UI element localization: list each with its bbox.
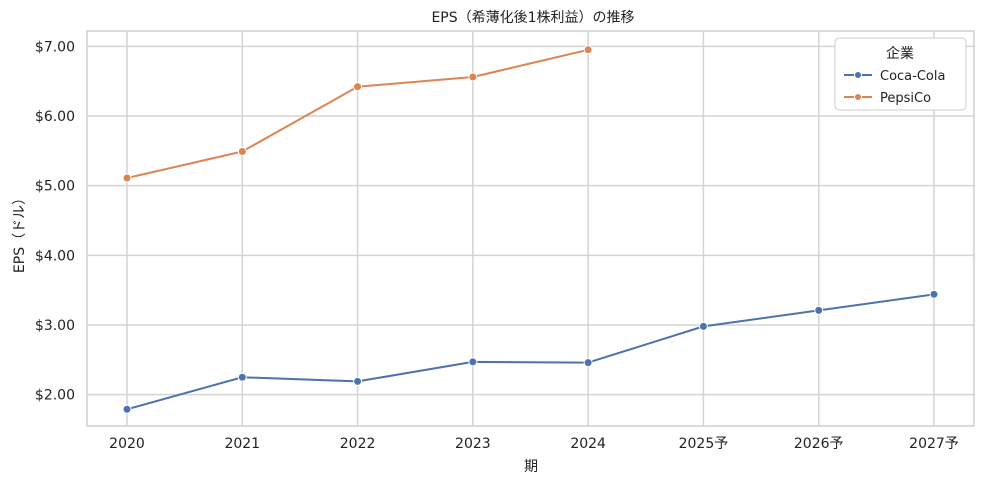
y-tick-label: $5.00 [35, 179, 75, 195]
x-tick-label: 2023 [455, 436, 491, 452]
plot-area: $2.00 $3.00 $4.00 $5.00 $6.00 $7.00 2020 2021 20… [35, 30, 975, 452]
y-tick-label: $6.00 [35, 109, 75, 125]
x-tick-label: 2025予 [679, 436, 729, 452]
data-point-coca-cola [583, 358, 593, 368]
legend-marker-pepsico [854, 93, 862, 101]
plot-frame [86, 30, 975, 427]
legend-label-pepsico: PepsiCo [880, 91, 931, 106]
y-axis-label: EPS（ドル） [12, 191, 28, 273]
series-line-coca-cola [126, 293, 935, 411]
legend-box [834, 37, 967, 111]
x-tick-label: 2024 [570, 436, 606, 452]
x-tick-label: 2026予 [794, 436, 844, 452]
x-tick-label: 2020 [109, 436, 145, 452]
data-point-coca-cola [468, 357, 478, 367]
x-tick-label: 2021 [224, 436, 260, 452]
legend: 企業 Coca-Cola PepsiCo [834, 37, 967, 111]
data-point-pepsico [237, 147, 247, 157]
data-point-coca-cola [237, 372, 247, 382]
legend-marker-coca-cola [854, 71, 862, 79]
data-point-coca-cola [929, 289, 939, 299]
data-point-pepsico [122, 173, 132, 183]
chart-title: EPS（希薄化後1株利益）の推移 [431, 10, 634, 26]
x-tick-label: 2022 [340, 436, 376, 452]
data-point-coca-cola [698, 321, 708, 331]
legend-label-coca-cola: Coca-Cola [880, 69, 945, 84]
y-tick-label: $3.00 [35, 318, 75, 334]
data-point-coca-cola [814, 305, 824, 315]
x-tick-label: 2027予 [909, 436, 959, 452]
data-point-coca-cola [122, 404, 132, 414]
y-tick-label: $4.00 [35, 248, 75, 264]
y-tick-label: $2.00 [35, 388, 75, 404]
data-point-pepsico [583, 45, 593, 55]
data-point-coca-cola [353, 376, 363, 386]
data-point-pepsico [353, 82, 363, 92]
data-point-pepsico [468, 72, 478, 82]
x-axis-label: 期 [524, 459, 538, 475]
legend-title: 企業 [886, 45, 914, 62]
y-tick-label: $7.00 [35, 39, 75, 55]
